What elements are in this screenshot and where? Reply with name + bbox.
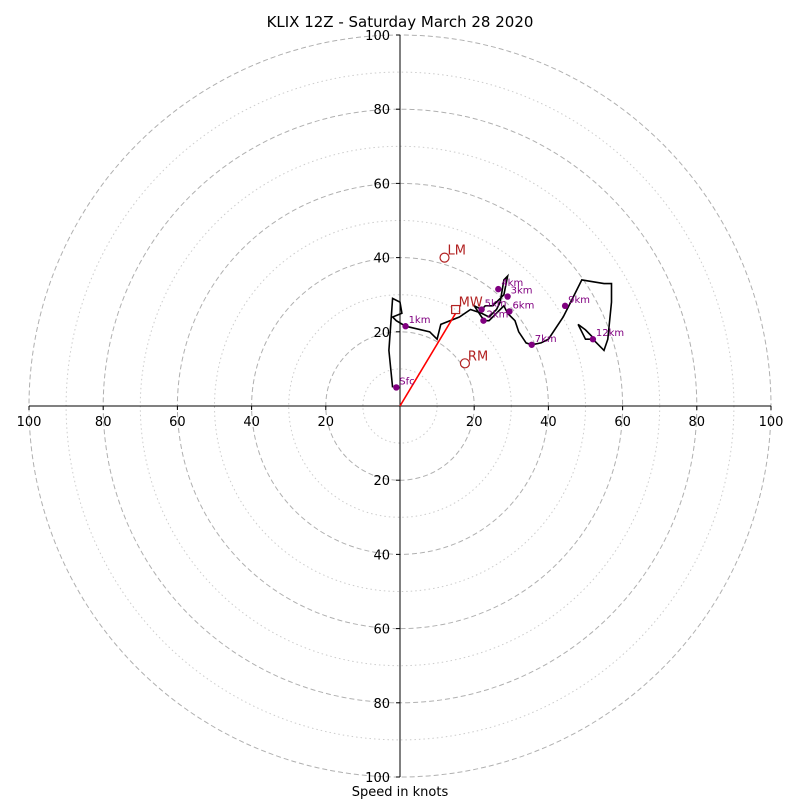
height-marker-4km [495,285,502,293]
height-label-1km: 1km [409,315,431,326]
height-marker-3km [504,293,511,300]
height-marker-1km [402,323,409,330]
x-tick-label: 80 [689,415,706,430]
height-label-12km: 12km [596,328,624,339]
x-tick-labels: 100 80 60 40 20 20 40 60 80 100 [17,406,784,430]
height-marker-9km [561,302,569,310]
height-label-7km: 7km [535,334,557,345]
height-marker-Sfc [393,384,400,391]
y-tick-label: 60 [373,177,390,192]
x-tick-label: 40 [243,415,260,430]
motion-marker-MW [451,304,461,315]
height-label-4km: 4km [501,278,523,289]
height-marker-5km [478,306,485,313]
motion-marker-RM [459,358,471,369]
y-tick-label: 20 [373,326,390,341]
height-label-Sfc: Sfc [399,376,414,387]
x-tick-label: 60 [614,415,631,430]
x-tick-label: 20 [318,415,335,430]
y-tick-label: 80 [373,103,390,118]
motion-label-MW: MW [459,296,483,311]
y-tick-label: 80 [373,697,390,712]
height-marker-2km [480,317,487,324]
height-marker-7km [528,341,535,348]
motion-label-LM: LM [448,244,466,259]
x-tick-label: 40 [540,415,557,430]
y-tick-label: 20 [373,474,390,489]
height-label-5km: 5km [485,299,507,310]
x-axis-label: Speed in knots [352,785,449,800]
height-marker-12km [589,336,597,343]
motion-label-RM: RM [468,349,488,364]
shear-vector [399,312,457,407]
height-label-6km: 6km [512,300,534,311]
chart-title: KLIX 12Z - Saturday March 28 2020 [267,13,534,31]
x-tick-label: 100 [17,415,42,430]
height-label-3km: 3km [511,286,533,297]
height-label-2km: 2km [486,310,508,321]
y-tick-label: 40 [373,548,390,563]
x-tick-label: 60 [169,415,186,430]
y-tick-label: 40 [373,252,390,267]
x-tick-label: 100 [759,415,784,430]
y-tick-label: 100 [365,771,390,786]
storm-motion-markers: LM MW RM [439,244,488,369]
height-label-9km: 9km [568,295,590,306]
y-tick-label: 60 [373,623,390,638]
y-tick-label: 100 [365,29,390,44]
motion-marker-LM [439,252,450,263]
x-tick-label: 20 [466,415,483,430]
hodograph-trace [388,273,613,388]
height-marker-6km [506,308,513,315]
y-tick-labels: 100 80 60 40 20 20 40 60 80 100 [365,29,400,786]
x-tick-label: 80 [95,415,112,430]
